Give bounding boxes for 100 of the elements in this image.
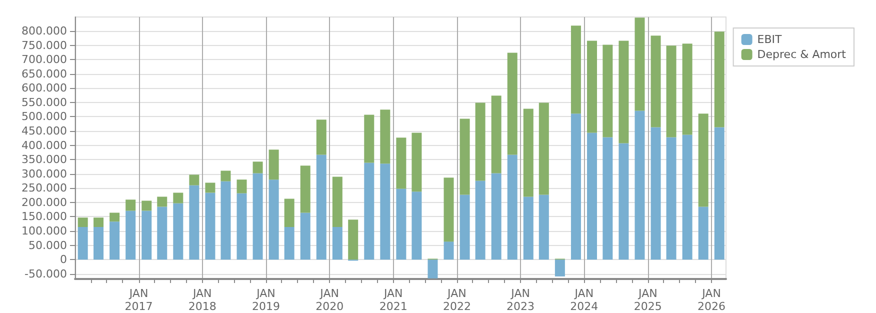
bar — [157, 206, 168, 260]
bar — [714, 127, 724, 260]
y-tick-label: 0 — [60, 253, 67, 266]
bar — [634, 110, 645, 260]
bar — [666, 46, 676, 138]
bar — [364, 114, 374, 163]
bar — [189, 174, 200, 186]
y-tick-label: 550.000 — [22, 96, 67, 109]
legend-label: Deprec & Amort — [757, 48, 847, 61]
bar — [444, 178, 454, 242]
bar — [698, 206, 708, 260]
bar — [602, 44, 613, 138]
bar — [491, 96, 502, 174]
bar — [284, 227, 294, 260]
bar — [666, 137, 676, 260]
y-tick-label: 700.000 — [22, 53, 67, 66]
bar — [78, 218, 88, 227]
bar — [682, 44, 692, 135]
x-tick-label: JAN 2024 — [570, 287, 598, 313]
y-tick-label: 250.000 — [22, 182, 67, 195]
bar — [714, 32, 724, 128]
y-tick-label: 600.000 — [22, 82, 67, 95]
bar — [650, 127, 661, 260]
bar — [587, 132, 597, 260]
bar — [570, 26, 581, 114]
x-tick-label: JAN 2022 — [442, 287, 471, 313]
bar — [110, 222, 120, 260]
y-tick-label: 650.000 — [22, 67, 67, 80]
bar — [78, 227, 88, 260]
bar — [268, 180, 279, 260]
bar — [205, 182, 216, 193]
bar — [538, 102, 549, 195]
bar — [602, 137, 613, 260]
bar — [316, 120, 326, 155]
x-tick-label: JAN 2020 — [316, 287, 344, 313]
y-tick-label: 800.000 — [22, 24, 67, 38]
x-tick-label: JAN 2019 — [252, 287, 280, 313]
x-tick-label: JAN 2025 — [634, 287, 662, 313]
y-tick-label: -50.000 — [24, 267, 67, 280]
bar — [126, 210, 136, 260]
bar — [460, 118, 470, 195]
x-tick-label: JAN 2021 — [379, 287, 408, 313]
bar — [236, 180, 247, 194]
bar — [300, 212, 310, 260]
bar — [252, 162, 263, 174]
bar — [507, 154, 518, 260]
bar — [412, 132, 422, 192]
bar — [142, 200, 152, 211]
bar — [682, 134, 692, 260]
bar — [587, 40, 597, 133]
bar — [538, 194, 549, 260]
bar — [332, 227, 342, 260]
bar — [444, 242, 454, 260]
y-tick-label: 150.000 — [22, 210, 67, 224]
y-tick-label: 100.000 — [22, 224, 67, 238]
bar — [491, 173, 502, 260]
bar — [205, 192, 216, 260]
bar — [94, 218, 104, 227]
bar — [157, 196, 168, 207]
bar — [570, 114, 581, 260]
bar — [332, 176, 342, 227]
bar — [173, 192, 184, 204]
bar — [380, 164, 390, 260]
bar — [428, 260, 438, 278]
bar — [268, 150, 279, 180]
bar — [475, 180, 486, 260]
bar — [396, 188, 406, 260]
bar — [300, 166, 310, 213]
bar — [126, 200, 136, 211]
bar — [634, 18, 645, 111]
bar — [284, 198, 294, 227]
bar — [460, 194, 470, 260]
bar — [523, 108, 534, 197]
bar — [348, 220, 358, 260]
y-tick-label: 750.000 — [22, 38, 67, 52]
bar — [94, 227, 104, 260]
bar — [412, 192, 422, 260]
bar — [220, 170, 231, 182]
bar — [220, 181, 231, 260]
bar — [523, 196, 534, 260]
bar — [364, 162, 374, 260]
bar — [252, 173, 263, 260]
bar — [507, 52, 518, 155]
bar — [475, 102, 486, 181]
legend-label: EBIT — [757, 33, 782, 46]
bar — [189, 185, 200, 260]
x-tick-label: JAN 2023 — [506, 287, 535, 313]
y-tick-label: 50.000 — [28, 238, 67, 252]
x-tick-label: JAN 2018 — [188, 287, 216, 313]
y-tick-label: 300.000 — [22, 167, 67, 180]
y-tick-label: 400.000 — [22, 138, 67, 152]
bar — [396, 138, 406, 189]
bar — [110, 212, 120, 222]
bar — [698, 114, 708, 207]
y-tick-label: 200.000 — [22, 196, 67, 209]
bar — [380, 110, 390, 164]
bar — [142, 210, 152, 260]
y-tick-label: 450.000 — [22, 124, 67, 138]
bar — [618, 143, 629, 260]
bar — [236, 193, 247, 260]
